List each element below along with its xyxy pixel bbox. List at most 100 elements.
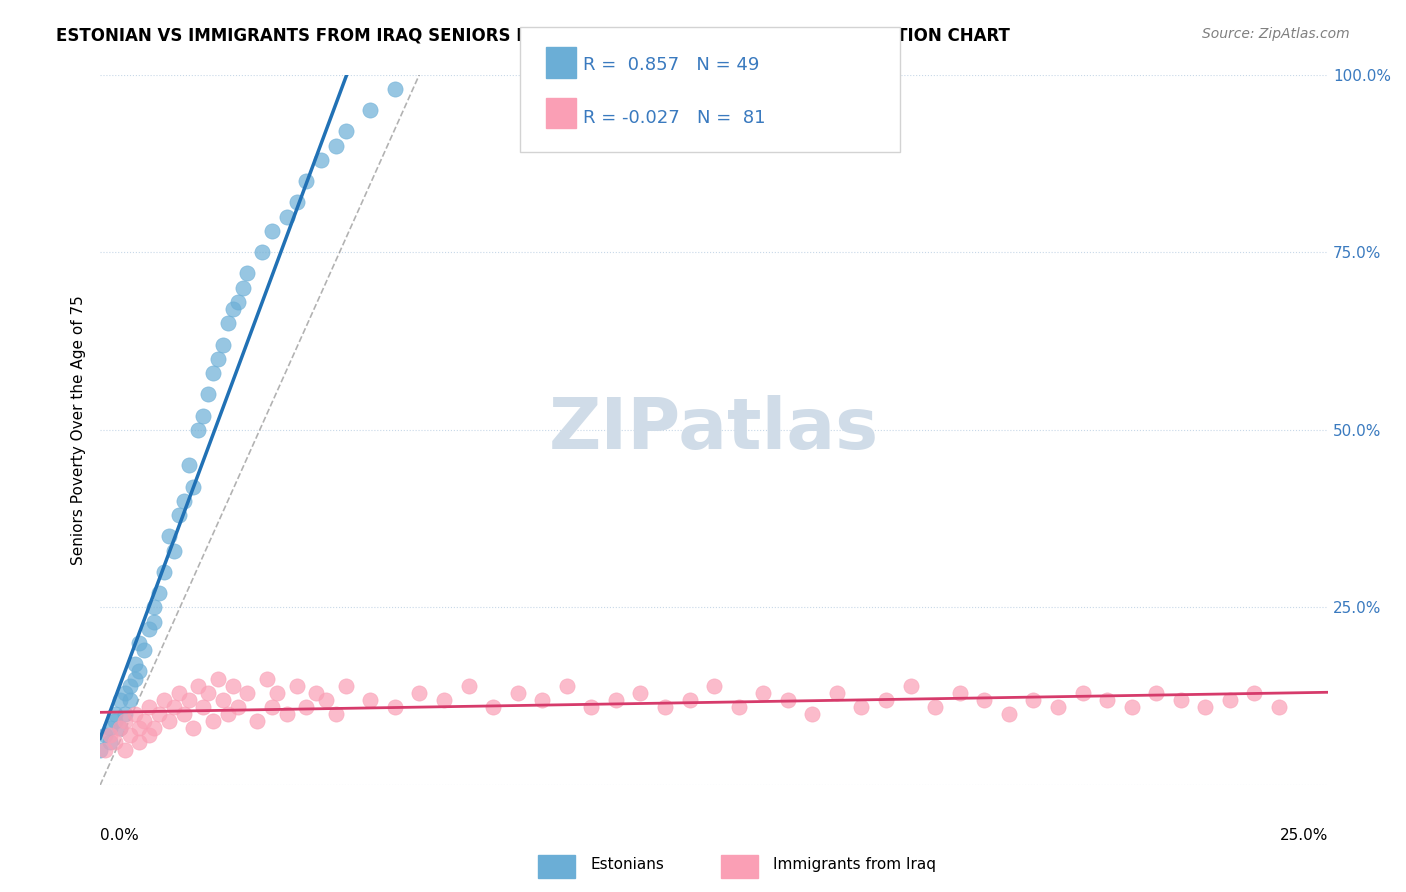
Point — [118, 679, 141, 693]
Point — [630, 686, 652, 700]
Point — [252, 245, 274, 260]
Point — [197, 686, 219, 700]
Point — [260, 700, 283, 714]
Point — [114, 714, 136, 728]
Point — [104, 735, 127, 749]
Point — [654, 700, 676, 714]
Point — [217, 707, 239, 722]
Point — [295, 174, 318, 188]
Point — [309, 153, 332, 167]
Point — [202, 714, 225, 728]
Point — [183, 721, 205, 735]
Point — [1170, 693, 1192, 707]
Point — [128, 665, 150, 679]
Point — [260, 224, 283, 238]
Point — [143, 615, 166, 629]
Point — [1046, 700, 1069, 714]
Point — [128, 636, 150, 650]
Point — [1144, 686, 1167, 700]
Text: Immigrants from Iraq: Immigrants from Iraq — [773, 857, 936, 872]
Point — [124, 707, 146, 722]
Point — [408, 686, 430, 700]
Point — [851, 700, 873, 714]
Point — [875, 693, 897, 707]
Point — [222, 301, 245, 316]
Point — [285, 679, 308, 693]
Point — [167, 686, 190, 700]
Point — [678, 693, 700, 707]
Point — [89, 742, 111, 756]
Point — [246, 714, 269, 728]
Point — [134, 714, 156, 728]
Point — [193, 700, 215, 714]
Text: 0.0%: 0.0% — [100, 828, 139, 843]
Text: 25.0%: 25.0% — [1279, 828, 1329, 843]
Point — [1022, 693, 1045, 707]
Text: Estonians: Estonians — [591, 857, 665, 872]
Point — [266, 686, 288, 700]
Point — [222, 679, 245, 693]
Point — [285, 195, 308, 210]
Point — [167, 508, 190, 522]
Point — [506, 686, 529, 700]
Point — [217, 316, 239, 330]
Y-axis label: Seniors Poverty Over the Age of 75: Seniors Poverty Over the Age of 75 — [72, 295, 86, 565]
Point — [163, 700, 186, 714]
Point — [163, 543, 186, 558]
Point — [114, 686, 136, 700]
Point — [1219, 693, 1241, 707]
Point — [236, 686, 259, 700]
Point — [207, 351, 229, 366]
Point — [276, 210, 298, 224]
Point — [148, 586, 170, 600]
Point — [114, 707, 136, 722]
Point — [157, 714, 180, 728]
Point — [305, 686, 328, 700]
Text: ZIPatlas: ZIPatlas — [550, 395, 879, 465]
Point — [153, 693, 176, 707]
Point — [1268, 700, 1291, 714]
Point — [482, 700, 505, 714]
Point — [1095, 693, 1118, 707]
Point — [325, 707, 347, 722]
Point — [94, 728, 117, 742]
Point — [998, 707, 1021, 722]
Point — [212, 337, 235, 351]
Point — [359, 693, 381, 707]
Point — [752, 686, 775, 700]
Point — [457, 679, 479, 693]
Point — [128, 735, 150, 749]
Point — [108, 721, 131, 735]
Point — [104, 714, 127, 728]
Point — [143, 600, 166, 615]
Point — [359, 103, 381, 117]
Point — [118, 728, 141, 742]
Point — [801, 707, 824, 722]
Point — [187, 423, 209, 437]
Point — [605, 693, 627, 707]
Point — [193, 409, 215, 423]
Point — [335, 124, 357, 138]
Point — [124, 657, 146, 672]
Point — [177, 458, 200, 473]
Point — [384, 700, 406, 714]
Point — [1071, 686, 1094, 700]
Point — [108, 721, 131, 735]
Point — [703, 679, 725, 693]
Point — [124, 672, 146, 686]
Point — [118, 693, 141, 707]
Point — [1243, 686, 1265, 700]
Point — [924, 700, 946, 714]
Point — [900, 679, 922, 693]
Point — [433, 693, 456, 707]
Point — [153, 565, 176, 579]
Point — [232, 281, 254, 295]
Point — [134, 643, 156, 657]
Point — [581, 700, 603, 714]
Text: Source: ZipAtlas.com: Source: ZipAtlas.com — [1202, 27, 1350, 41]
Text: ESTONIAN VS IMMIGRANTS FROM IRAQ SENIORS POVERTY OVER THE AGE OF 75 CORRELATION : ESTONIAN VS IMMIGRANTS FROM IRAQ SENIORS… — [56, 27, 1010, 45]
Point — [226, 700, 249, 714]
Point — [555, 679, 578, 693]
Point — [212, 693, 235, 707]
Point — [973, 693, 995, 707]
